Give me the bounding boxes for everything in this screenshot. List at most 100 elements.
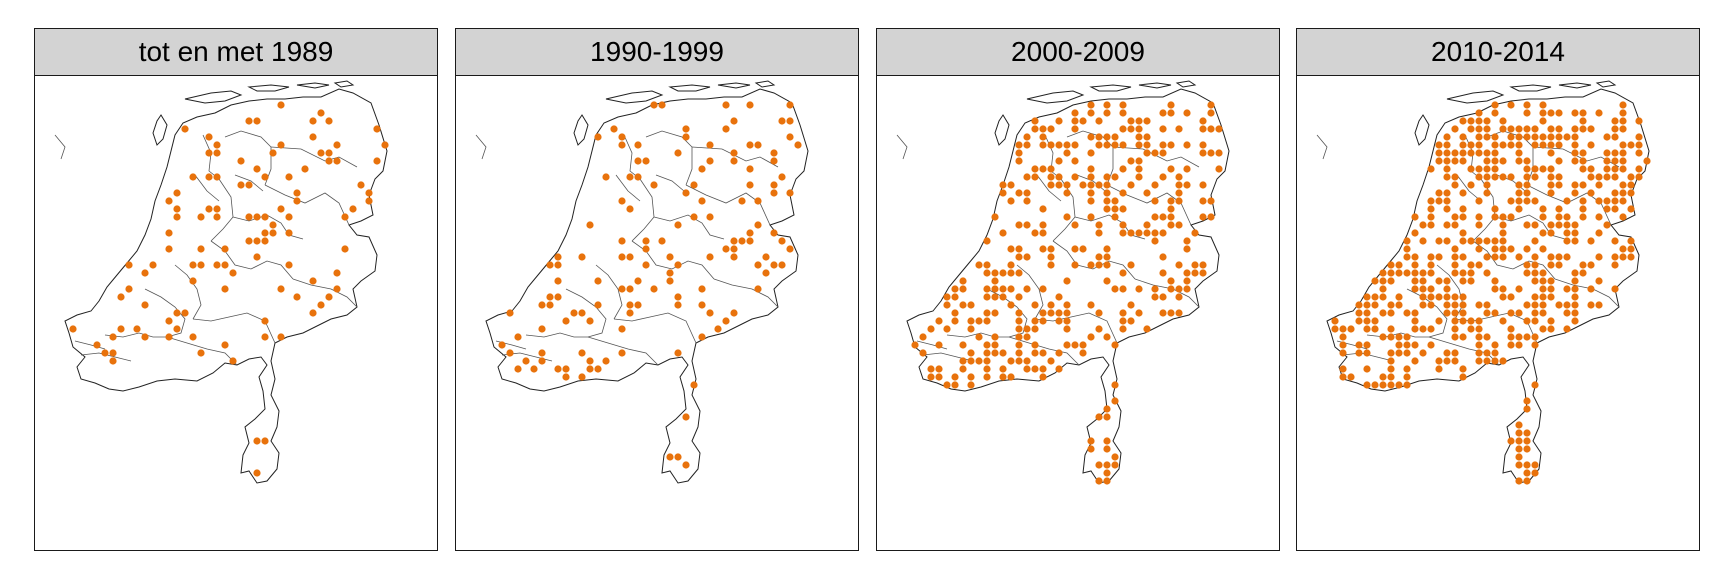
- observation-dot: [277, 285, 285, 293]
- observation-dot: [1587, 125, 1595, 133]
- observation-dot: [1063, 317, 1071, 325]
- observation-dot: [1531, 309, 1539, 317]
- observation-dot: [1435, 317, 1443, 325]
- observation-dot: [1555, 125, 1563, 133]
- observation-dot: [1475, 117, 1483, 125]
- map-panel-2: 1990-1999: [455, 28, 859, 551]
- observation-dot: [1467, 165, 1475, 173]
- observation-dot: [1039, 365, 1047, 373]
- observation-dot: [1159, 149, 1167, 157]
- observation-dot: [1579, 197, 1587, 205]
- map-panel-1: tot en met 1989: [34, 28, 438, 551]
- observation-dot: [365, 197, 373, 205]
- observation-dot: [1459, 373, 1467, 381]
- observation-dot: [1515, 429, 1523, 437]
- observation-dot: [197, 349, 205, 357]
- observation-dot: [349, 205, 357, 213]
- observation-dot: [333, 157, 341, 165]
- observation-dot: [1507, 133, 1515, 141]
- observation-dot: [373, 157, 381, 165]
- observation-dot: [117, 325, 125, 333]
- observation-dot: [1047, 181, 1055, 189]
- observation-dot: [1127, 317, 1135, 325]
- observation-dot: [1547, 181, 1555, 189]
- observation-dot: [1523, 397, 1531, 405]
- observation-dot: [959, 341, 967, 349]
- observation-dot: [1347, 373, 1355, 381]
- observation-dot: [506, 349, 514, 357]
- province-border: [896, 134, 908, 160]
- observation-dot: [205, 205, 213, 213]
- observation-dot: [277, 205, 285, 213]
- observation-dot: [1435, 237, 1443, 245]
- observation-dot: [666, 269, 674, 277]
- observation-dot: [983, 237, 991, 245]
- observation-dot: [1183, 109, 1191, 117]
- observation-dot: [1523, 101, 1531, 109]
- observation-dot: [1207, 213, 1215, 221]
- observation-dot: [1103, 445, 1111, 453]
- observation-dot: [1031, 125, 1039, 133]
- observation-dot: [1031, 117, 1039, 125]
- observation-dot: [1515, 125, 1523, 133]
- observation-dot: [1063, 141, 1071, 149]
- observation-dot: [181, 125, 189, 133]
- observation-dot: [1395, 269, 1403, 277]
- observation-dot: [1499, 245, 1507, 253]
- observation-dot: [991, 285, 999, 293]
- observation-dot: [1611, 149, 1619, 157]
- observation-dot: [1127, 261, 1135, 269]
- observation-dot: [1151, 213, 1159, 221]
- observation-dot: [1103, 173, 1111, 181]
- observation-dot: [983, 357, 991, 365]
- observation-dot: [1539, 133, 1547, 141]
- observation-dot: [1595, 253, 1603, 261]
- observation-dot: [1339, 341, 1347, 349]
- observation-dot: [1475, 317, 1483, 325]
- observation-dot: [1047, 165, 1055, 173]
- observation-dot: [197, 245, 205, 253]
- observation-dot: [1547, 125, 1555, 133]
- observation-dot: [1103, 461, 1111, 469]
- observation-dot: [1087, 165, 1095, 173]
- observation-dot: [618, 133, 626, 141]
- observation-dot: [1103, 101, 1111, 109]
- observation-dot: [1555, 301, 1563, 309]
- observation-dot: [1167, 101, 1175, 109]
- observation-dot: [1055, 365, 1063, 373]
- observation-dot: [1371, 325, 1379, 333]
- observation-dot: [1087, 133, 1095, 141]
- observation-dot: [586, 221, 594, 229]
- observation-dot: [1491, 173, 1499, 181]
- observation-dot: [1183, 277, 1191, 285]
- island-outline: [1595, 80, 1617, 88]
- province-border: [1112, 146, 1200, 168]
- observation-dot: [1411, 229, 1419, 237]
- observation-dot: [1523, 181, 1531, 189]
- observation-dot: [967, 325, 975, 333]
- observation-dot: [738, 237, 746, 245]
- observation-dot: [983, 373, 991, 381]
- observation-dot: [1619, 253, 1627, 261]
- observation-dot: [93, 341, 101, 349]
- observation-dot: [245, 213, 253, 221]
- observation-dot: [1435, 277, 1443, 285]
- province-border: [270, 146, 358, 168]
- observation-dot: [1467, 237, 1475, 245]
- observation-dot: [730, 157, 738, 165]
- observation-dot: [1515, 133, 1523, 141]
- province-border: [691, 146, 779, 168]
- observation-dot: [1459, 189, 1467, 197]
- observation-dot: [1355, 309, 1363, 317]
- observation-dot: [1531, 269, 1539, 277]
- observation-dot: [1419, 349, 1427, 357]
- province-border: [713, 278, 779, 308]
- observation-dot: [674, 349, 682, 357]
- netherlands-map: [1316, 80, 1651, 485]
- observation-dot: [1523, 157, 1531, 165]
- observation-dot: [1475, 301, 1483, 309]
- observation-dot: [269, 221, 277, 229]
- observation-dot: [1459, 253, 1467, 261]
- observation-dot: [1531, 133, 1539, 141]
- observation-dot: [1531, 317, 1539, 325]
